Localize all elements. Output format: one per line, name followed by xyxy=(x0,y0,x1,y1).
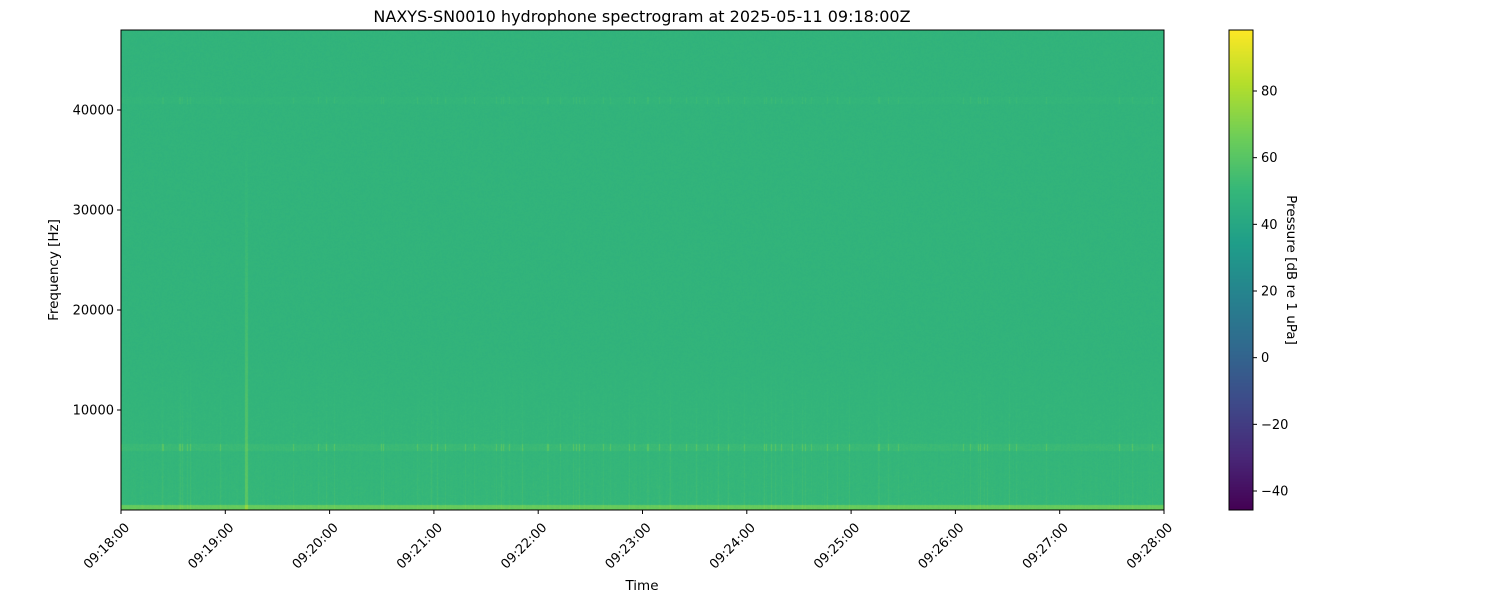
x-tick-label: 09:28:00 xyxy=(1124,520,1176,572)
y-tick-label: 20000 xyxy=(73,304,114,319)
colorbar-label: Pressure [dB re 1 uPa] xyxy=(1283,195,1299,345)
y-tick-label: 10000 xyxy=(73,404,114,419)
x-tick-label: 09:21:00 xyxy=(394,520,446,572)
x-tick-label: 09:20:00 xyxy=(290,520,342,572)
colorbar-tick-label: −40 xyxy=(1261,485,1288,500)
colorbar-tick-label: 60 xyxy=(1261,151,1278,166)
x-tick-label: 09:27:00 xyxy=(1020,520,1072,572)
x-tick-label: 09:24:00 xyxy=(707,520,759,572)
x-tick-label: 09:18:00 xyxy=(81,520,133,572)
plot-frame xyxy=(120,29,1165,511)
colorbar-gradient xyxy=(1229,30,1253,510)
colorbar-tick-label: −20 xyxy=(1261,418,1288,433)
y-axis-label: Frequency [Hz] xyxy=(46,219,62,321)
spectrogram-heatmap xyxy=(121,30,1164,510)
x-tick-label: 09:26:00 xyxy=(916,520,968,572)
x-tick-label: 09:22:00 xyxy=(498,520,550,572)
chart-title: NAXYS-SN0010 hydrophone spectrogram at 2… xyxy=(373,7,910,26)
colorbar-frame xyxy=(1228,29,1254,511)
colorbar-tick-label: 0 xyxy=(1261,351,1269,366)
colorbar-tick-label: 20 xyxy=(1261,285,1278,300)
x-tick-label: 09:19:00 xyxy=(185,520,237,572)
x-tick-label: 09:23:00 xyxy=(603,520,655,572)
x-tick-label: 09:25:00 xyxy=(811,520,863,572)
colorbar-tick-label: 40 xyxy=(1261,218,1278,233)
y-tick-label: 30000 xyxy=(73,204,114,219)
x-axis-label: Time xyxy=(624,578,658,594)
colorbar-tick-label: 80 xyxy=(1261,85,1278,100)
y-tick-label: 40000 xyxy=(73,104,114,119)
